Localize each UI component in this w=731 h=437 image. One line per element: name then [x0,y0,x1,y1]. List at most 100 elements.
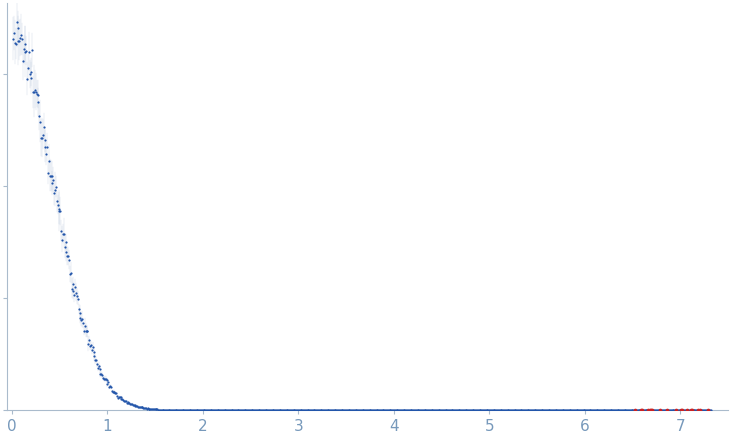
Point [254,407,265,414]
Point [692,407,703,414]
Point [482,407,493,414]
Point [56,228,67,235]
Point [347,407,359,414]
Point [135,404,146,411]
Point [612,407,624,414]
Point [331,407,343,414]
Point [106,388,118,395]
Point [175,406,186,413]
Point [243,407,255,414]
Point [79,323,91,330]
Point [567,407,578,414]
Point [76,316,88,323]
Point [16,35,28,42]
Point [474,407,486,414]
Point [608,407,620,414]
Point [259,407,270,414]
Point [40,150,52,157]
Point [526,407,538,414]
Point [107,388,118,395]
Point [145,405,156,412]
Point [280,407,292,414]
Point [616,407,627,414]
Point [702,407,713,414]
Point [656,407,668,414]
Point [316,407,327,414]
Point [330,407,342,414]
Point [366,407,378,414]
Point [681,407,692,414]
Point [193,407,205,414]
Point [535,407,547,414]
Point [690,407,702,414]
Point [636,407,648,414]
Point [344,407,355,414]
Point [442,407,454,414]
Point [23,49,35,55]
Point [683,407,694,414]
Point [589,407,601,414]
Point [581,407,593,414]
Point [143,406,154,413]
Point [485,407,497,414]
Point [393,407,405,414]
Point [339,407,351,414]
Point [506,407,518,414]
Point [353,407,365,414]
Point [105,383,116,390]
Point [137,404,148,411]
Point [660,407,672,414]
Point [532,407,544,414]
Point [652,407,664,414]
Point [701,407,713,414]
Point [281,407,292,414]
Point [160,406,172,413]
Point [49,187,61,194]
Point [654,407,666,414]
Point [217,407,229,414]
Point [637,407,648,414]
Point [319,407,331,414]
Point [255,407,267,414]
Point [315,407,327,414]
Point [110,390,122,397]
Point [702,407,714,414]
Point [414,407,426,414]
Point [65,270,77,277]
Point [48,177,59,184]
Point [447,407,459,414]
Point [585,407,596,414]
Point [45,173,56,180]
Point [679,407,691,414]
Point [571,407,583,414]
Point [518,407,530,414]
Point [113,394,125,401]
Point [92,364,104,371]
Point [58,230,69,237]
Point [469,407,480,414]
Point [322,407,333,414]
Point [73,305,85,312]
Point [264,407,276,414]
Point [487,407,499,414]
Point [370,407,382,414]
Point [295,407,307,414]
Point [233,407,245,414]
Point [626,407,638,414]
Point [340,407,352,414]
Point [279,407,291,414]
Point [46,180,58,187]
Point [392,407,404,414]
Point [164,406,176,413]
Point [376,407,387,414]
Point [192,407,204,414]
Point [37,131,49,138]
Point [272,407,284,414]
Point [201,407,213,414]
Point [689,407,700,414]
Point [271,407,283,414]
Point [509,407,520,414]
Point [613,407,625,414]
Point [488,407,500,414]
Point [667,407,679,414]
